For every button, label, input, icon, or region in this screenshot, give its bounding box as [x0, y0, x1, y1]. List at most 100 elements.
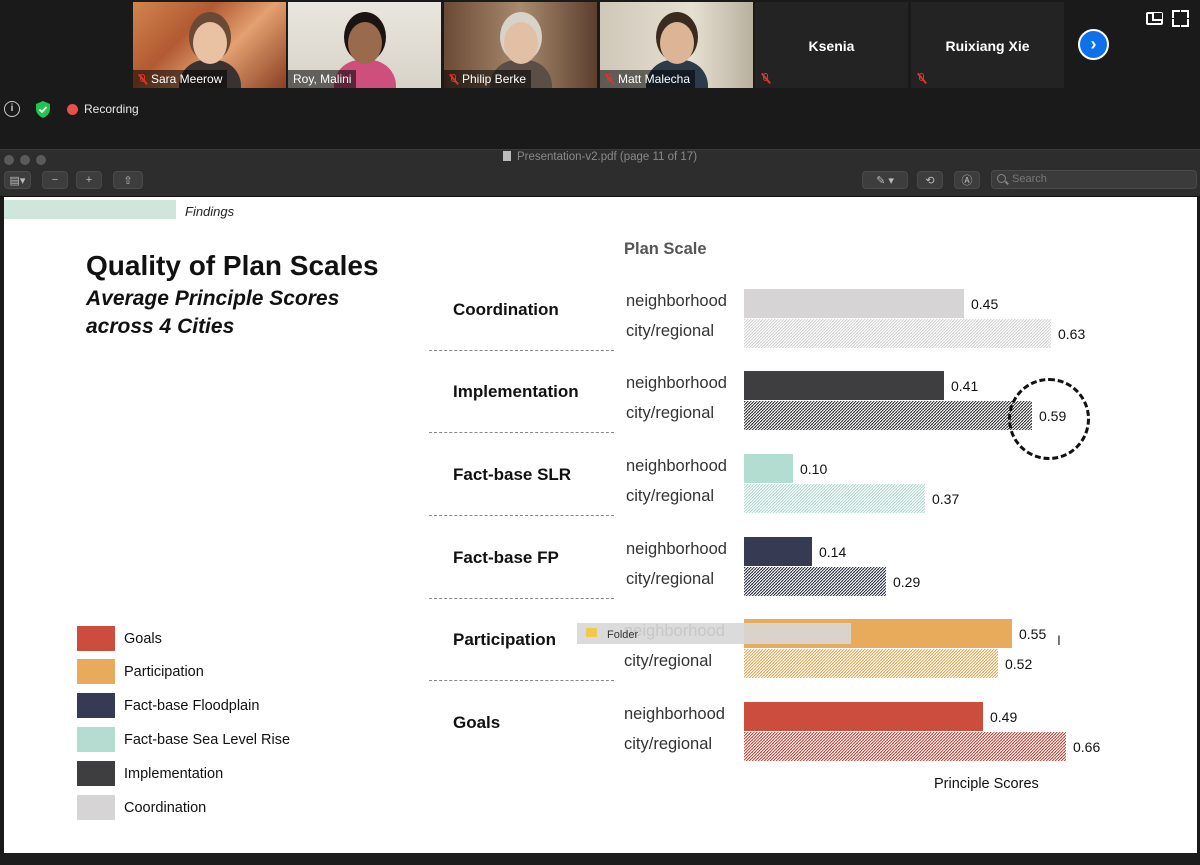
bar-rect: [744, 319, 1051, 348]
mic-muted-icon: [449, 73, 458, 85]
legend-swatch: [77, 795, 115, 820]
bar-city-regional: [744, 484, 925, 513]
zoom-window-button[interactable]: [36, 155, 46, 165]
bar-value-label: 0.66: [1073, 739, 1101, 755]
participant-tile[interactable]: Philip Berke: [444, 2, 597, 88]
speaker-view-icon[interactable]: [1146, 12, 1163, 25]
document-title: Presentation-v2.pdf (page 11 of 17): [0, 151, 1200, 163]
markup-pen-icon[interactable]: ✎ ▾: [862, 171, 908, 189]
fullscreen-icon[interactable]: [1172, 10, 1189, 27]
bar-value-label: 0.55: [1019, 626, 1047, 642]
recording-label: Recording: [84, 102, 139, 116]
plan-scale-label: neighborhood: [626, 292, 727, 310]
category-divider: [429, 350, 614, 351]
category-label: Implementation: [453, 382, 579, 401]
legend-label: Fact-base Sea Level Rise: [124, 732, 291, 748]
rotate-icon[interactable]: ⟲: [917, 171, 943, 189]
highlight-annotation-circle: [1008, 378, 1090, 460]
bar-value-label: 0.63: [1058, 326, 1086, 342]
legend-swatch: [77, 761, 115, 786]
annotate-icon[interactable]: Ⓐ: [954, 171, 980, 189]
close-window-button[interactable]: [4, 155, 14, 165]
folder-label: Folder: [607, 629, 639, 641]
plan-scale-label: city/regional: [624, 735, 713, 753]
share-icon[interactable]: ⇧: [113, 171, 143, 189]
bar-rect: [744, 371, 944, 400]
participant-tile[interactable]: Ksenia: [755, 2, 908, 88]
bar-neighborhood: [744, 702, 983, 731]
category-divider: [429, 680, 614, 681]
participant-name-bar: Matt Malecha: [600, 70, 696, 88]
bar-neighborhood: [744, 537, 812, 566]
category-divider: [429, 432, 614, 433]
category-divider: [429, 515, 614, 516]
legend-swatch: [77, 693, 115, 718]
plan-scale-label: city/regional: [626, 487, 715, 505]
mic-muted-icon: [917, 73, 926, 84]
bar-rect: [744, 289, 964, 318]
shield-check-icon[interactable]: [35, 101, 51, 118]
section-tag-bar: [4, 200, 176, 219]
next-page-icon[interactable]: ›: [1078, 29, 1109, 60]
bar-rect: [744, 732, 1066, 761]
category-divider: [429, 598, 614, 599]
mic-muted-icon: [138, 73, 147, 85]
bar-value-label: 0.49: [990, 709, 1018, 725]
legend-swatch: [77, 727, 115, 752]
bar-city-regional: [744, 401, 1032, 430]
folder-drag-overlay[interactable]: [577, 623, 851, 644]
plan-scale-label: neighborhood: [626, 540, 727, 558]
bar-value-label: 0.10: [800, 461, 828, 477]
participant-tile[interactable]: Roy, Malini: [288, 2, 441, 88]
bar-city-regional: [744, 567, 886, 596]
viewer-titlebar: [0, 149, 1200, 169]
bar-value-label: 0.45: [971, 296, 999, 312]
legend-swatch: [77, 626, 115, 651]
legend-label: Goals: [124, 631, 162, 647]
mic-muted-icon: [605, 73, 614, 85]
bar-city-regional: [744, 732, 1066, 761]
legend-label: Fact-base Floodplain: [124, 698, 260, 714]
bar-neighborhood: [744, 289, 964, 318]
category-label: Goals: [453, 713, 501, 732]
category-label: Fact-base SLR: [453, 465, 572, 484]
slide-subtitle: Average Principle Scores across 4 Cities: [86, 287, 340, 338]
bar-city-regional: [744, 319, 1051, 348]
participant-tile[interactable]: Ruixiang Xie: [911, 2, 1064, 88]
section-tag-label: Findings: [185, 204, 235, 219]
plan-scale-label: city/regional: [626, 570, 715, 588]
participant-name: Philip Berke: [462, 72, 527, 86]
text-cursor-icon: I: [1057, 632, 1061, 648]
participant-name-bar: Sara Meerow: [133, 70, 228, 88]
bar-value-label: 0.37: [932, 491, 960, 507]
participant-name-bar: Roy, Malini: [288, 70, 357, 88]
search-input[interactable]: Search: [991, 170, 1197, 189]
participant-name: Sara Meerow: [151, 72, 223, 86]
bar-rect: [744, 454, 793, 483]
bar-value-label: 0.52: [1005, 656, 1033, 672]
bar-rect: [744, 702, 983, 731]
participant-name: Roy, Malini: [293, 72, 352, 86]
pdf-file-icon: [502, 151, 511, 161]
participant-tile[interactable]: Sara Meerow: [133, 2, 286, 88]
mic-muted-icon: [761, 73, 770, 84]
plan-scale-header: Plan Scale: [624, 240, 707, 258]
zoom-out-icon[interactable]: −: [42, 171, 68, 189]
bar-rect: [744, 537, 812, 566]
bar-neighborhood: [744, 371, 944, 400]
bar-city-regional: [744, 649, 998, 678]
zoom-in-icon[interactable]: +: [76, 171, 102, 189]
minimize-window-button[interactable]: [20, 155, 30, 165]
sidebar-toggle-icon[interactable]: ▤▾: [4, 171, 31, 189]
legend-label: Implementation: [124, 766, 224, 782]
bar-value-label: 0.41: [951, 378, 979, 394]
participant-name: Ksenia: [808, 38, 855, 54]
bar-rect: [744, 567, 886, 596]
participant-tile[interactable]: Matt Malecha: [600, 2, 753, 88]
search-icon: [997, 174, 1006, 183]
bar-rect: [744, 401, 1032, 430]
info-icon[interactable]: i: [4, 101, 20, 117]
window-bottom-edge: [0, 853, 1200, 865]
x-axis-label: Principle Scores: [934, 776, 1039, 792]
plan-scale-label: neighborhood: [626, 374, 727, 392]
